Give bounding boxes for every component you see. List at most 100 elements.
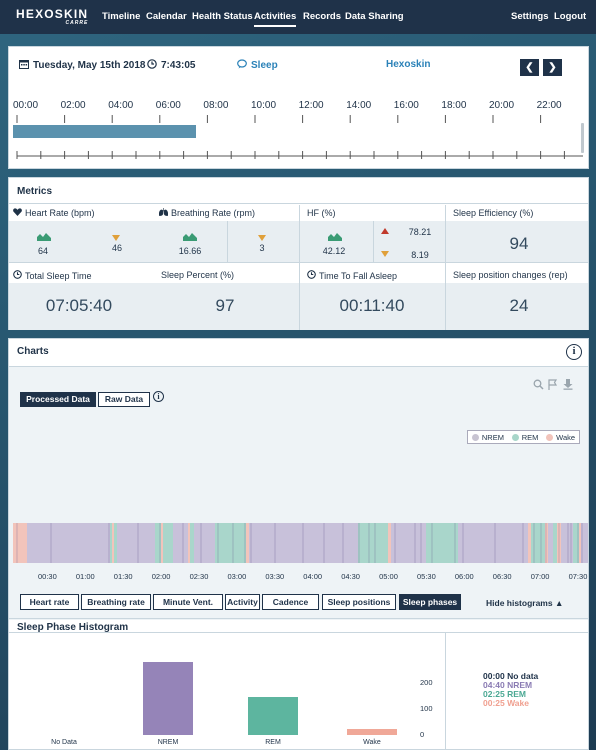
- legend-item-rem[interactable]: REM: [511, 433, 538, 442]
- timeline-hour-label: 10:00: [251, 100, 277, 111]
- clock-icon: [307, 270, 316, 281]
- sleep-percent-label: Sleep Percent (%): [161, 270, 235, 280]
- hf-max: 78.21: [408, 227, 432, 237]
- chart-legend: NREM REM Wake: [467, 430, 580, 444]
- date-display: Tuesday, May 15th 2018: [19, 59, 145, 72]
- histogram-bar-wake[interactable]: [347, 728, 397, 735]
- sleep-efficiency-label: Sleep Efficiency (%): [453, 208, 534, 218]
- hide-histograms-button[interactable]: Hide histograms ▲: [486, 598, 564, 608]
- hypnogram-tick-label: 04:30: [341, 572, 360, 581]
- histogram-x-label: REM: [265, 739, 281, 746]
- top-nav: HEXOSKIN CARRE Timeline Calendar Health …: [0, 0, 596, 34]
- timeline-hour-label: 06:00: [155, 100, 181, 111]
- hypnogram-tick-label: 06:00: [454, 572, 474, 581]
- hypnogram-segment: [190, 523, 194, 563]
- timeline-axis: [16, 115, 583, 159]
- phase-duration-item: 04:40 NREM: [483, 680, 533, 690]
- chart-tab-cadence[interactable]: Cadence: [262, 594, 319, 610]
- nav-settings[interactable]: Settings: [511, 11, 549, 22]
- histogram-x-label: No Data: [51, 739, 77, 746]
- calendar-icon: [19, 59, 29, 72]
- metrics-row1-bg: [9, 221, 588, 262]
- histogram-bar-rem[interactable]: [248, 697, 298, 735]
- metrics-row2-bg: [9, 283, 588, 330]
- nav-health-status[interactable]: Health Status: [192, 11, 253, 22]
- hypnogram-segment: [112, 523, 114, 563]
- heart-rate-min: 46: [111, 243, 122, 253]
- sleep-phase-hypnogram[interactable]: [13, 523, 588, 563]
- hypnogram-segment: [573, 523, 579, 563]
- activity-type[interactable]: Sleep: [237, 59, 278, 72]
- hypnogram-segment: [531, 523, 545, 563]
- zoom-icon[interactable]: [533, 379, 544, 390]
- nav-data-sharing[interactable]: Data Sharing: [345, 11, 404, 22]
- min-arrow-icon: [112, 235, 120, 241]
- nav-logout[interactable]: Logout: [554, 11, 587, 22]
- hypnogram-segment: [581, 523, 588, 563]
- chart-area: [9, 367, 588, 620]
- hypnogram-segment: [13, 523, 27, 563]
- chart-tab-activity[interactable]: Activity: [225, 594, 260, 610]
- timeline-hour-label: 00:00: [13, 100, 39, 111]
- timeline-hour-label: 20:00: [489, 100, 515, 111]
- logo[interactable]: HEXOSKIN CARRE: [16, 8, 88, 26]
- hypnogram-tick-label: 00:30: [38, 572, 57, 581]
- info-icon[interactable]: i: [566, 344, 582, 360]
- histogram-bar-nrem[interactable]: [143, 662, 193, 735]
- clock-icon: [147, 59, 157, 72]
- hf-label: HF (%): [307, 208, 336, 218]
- phase-duration-item: 00:25 Wake: [483, 698, 529, 708]
- prev-button[interactable]: ❮: [520, 59, 539, 76]
- hypnogram-segment: [161, 523, 163, 563]
- chart-tab-breathing-rate[interactable]: Breathing rate: [81, 594, 151, 610]
- lungs-icon: [158, 208, 169, 218]
- hypnogram-tick-label: 05:00: [379, 572, 398, 581]
- date-text: Tuesday, May 15th 2018: [33, 60, 146, 71]
- next-button[interactable]: ❯: [543, 59, 562, 76]
- nav-records[interactable]: Records: [303, 11, 342, 22]
- timeline-hour-label: 02:00: [60, 100, 86, 111]
- hypnogram-tick-label: 01:00: [75, 572, 95, 581]
- timeline-hour-label: 16:00: [393, 100, 419, 111]
- phase-duration-item: 02:25 REM: [483, 689, 526, 699]
- clock-icon: [13, 270, 22, 281]
- histogram-y-label: 200: [420, 678, 433, 687]
- raw-data-button[interactable]: Raw Data: [98, 392, 150, 407]
- chart-tab-sleep-positions[interactable]: Sleep positions: [322, 594, 396, 610]
- timeline-hour-label: 04:00: [108, 100, 134, 111]
- hypnogram-segment: [553, 523, 557, 563]
- legend-item-wake[interactable]: Wake: [546, 433, 575, 442]
- timeline-hour-label: 12:00: [298, 100, 324, 111]
- nav-calendar[interactable]: Calendar: [146, 11, 187, 22]
- hypnogram-tick-label: 07:30: [568, 572, 588, 581]
- logo-text: HEXOSKIN: [16, 7, 89, 21]
- histogram-y-label: 100: [420, 704, 433, 713]
- avg-wave-icon: [183, 233, 197, 241]
- timeline-activity-bar[interactable]: [13, 125, 197, 138]
- timeline-scrollbar[interactable]: [581, 123, 584, 153]
- hypnogram-tick-label: 02:00: [151, 572, 171, 581]
- download-icon[interactable]: [563, 379, 573, 390]
- hf-avg: 42.12: [322, 246, 346, 256]
- time-text: 7:43:05: [161, 60, 196, 71]
- processed-data-button[interactable]: Processed Data: [20, 392, 96, 407]
- heart-icon: [13, 208, 22, 218]
- device-link[interactable]: Hexoskin: [386, 59, 431, 70]
- timeline-hour-label: 08:00: [203, 100, 229, 111]
- legend-item-nrem[interactable]: NREM: [471, 433, 504, 442]
- nav-activities[interactable]: Activities: [254, 11, 297, 27]
- hypnogram-tick-label: 07:00: [530, 572, 550, 581]
- flag-icon[interactable]: [548, 379, 558, 390]
- total-sleep-time-label: Total Sleep Time: [13, 270, 92, 281]
- hypnogram-segment: [426, 523, 458, 563]
- hypnogram-segment: [114, 523, 117, 563]
- hypnogram-segment: [163, 523, 173, 563]
- chart-tab-minute-vent[interactable]: Minute Vent.: [153, 594, 223, 610]
- metrics-title: Metrics: [17, 186, 53, 197]
- chart-tab-heart-rate[interactable]: Heart rate: [20, 594, 79, 610]
- chart-tab-sleep-phases[interactable]: Sleep phases: [399, 594, 461, 610]
- info-small-icon[interactable]: i: [153, 391, 164, 402]
- hypnogram-segment: [110, 523, 112, 563]
- nav-timeline[interactable]: Timeline: [102, 11, 141, 22]
- charts-panel: Charts i Processed Data Raw Data i NREM …: [8, 338, 589, 750]
